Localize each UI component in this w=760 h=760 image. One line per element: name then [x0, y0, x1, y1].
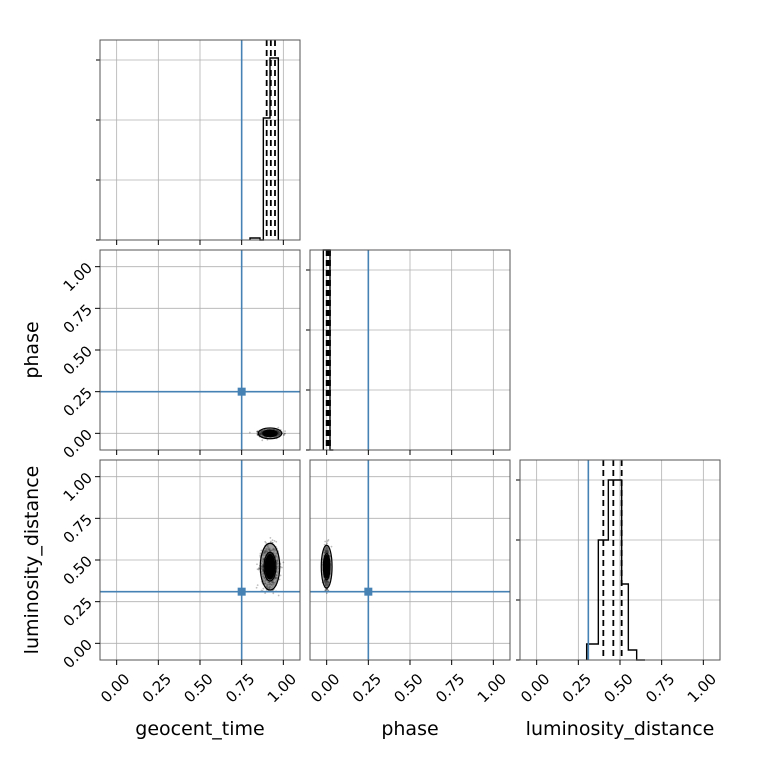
sample-point [264, 592, 267, 595]
sample-point [257, 568, 260, 571]
sample-point [269, 536, 272, 539]
contour-outer [257, 427, 283, 440]
density-core [323, 554, 330, 579]
sample-point [257, 567, 260, 569]
sample-point [259, 554, 262, 557]
density-core [263, 430, 277, 437]
x-tick-label: 0.75 [222, 670, 258, 706]
truth-marker [237, 587, 246, 596]
panel-grid-1-0 [100, 250, 300, 450]
sample-point [256, 584, 259, 586]
sample-point [264, 540, 267, 543]
x-axis-label-geocent_time: geocent_time [135, 718, 264, 740]
x-axis-label-luminosity_distance: luminosity_distance [526, 718, 715, 740]
sample-point [284, 430, 286, 433]
sample-point [256, 430, 259, 433]
sample-point [283, 434, 285, 437]
sample-point [256, 568, 259, 571]
sample-point [273, 539, 276, 542]
sample-point [283, 432, 286, 435]
sample-point [266, 438, 269, 441]
truth-marker [237, 387, 246, 396]
sample-point [330, 545, 333, 548]
y-tick-label: 0.50 [60, 342, 96, 378]
x-axis-label-phase: phase [381, 718, 438, 740]
sample-point [275, 540, 278, 543]
sample-point [327, 539, 330, 541]
y-tick-label: 0.75 [60, 511, 96, 547]
x-tick-label: 0.50 [180, 670, 216, 706]
sample-point [271, 539, 274, 542]
x-tick-label: 0.50 [390, 670, 426, 706]
y-tick-label: 0.25 [60, 594, 96, 630]
panel-grid-1-1 [310, 250, 510, 451]
sample-point [265, 542, 268, 544]
panel-grid-2-1 [310, 460, 510, 660]
sample-point [269, 540, 272, 543]
sample-point [325, 592, 328, 595]
sample-point [326, 540, 329, 542]
y-tick-label: 1.00 [60, 469, 96, 505]
x-tick-label: 0.00 [517, 670, 553, 706]
contour-outer [320, 544, 333, 589]
sample-point [279, 574, 282, 577]
y-tick-label: 0.75 [60, 301, 96, 337]
density-core [264, 553, 276, 580]
x-tick-label: 0.50 [600, 670, 636, 706]
contour-outer [259, 542, 281, 591]
sample-point [277, 594, 280, 597]
sample-point [261, 439, 264, 442]
sample-point [260, 549, 263, 552]
sample-point [255, 586, 258, 589]
x-tick-label: 0.25 [559, 670, 595, 706]
y-tick-label: 0.50 [60, 552, 96, 588]
sample-point [326, 588, 329, 591]
contour-inner [263, 551, 277, 582]
sample-point [282, 561, 285, 564]
sample-point [278, 578, 281, 581]
x-tick-label: 0.25 [139, 670, 175, 706]
sample-point [256, 430, 259, 433]
x-tick-label: 0.00 [307, 670, 343, 706]
sample-point [248, 431, 251, 434]
x-tick-label: 1.00 [264, 670, 300, 706]
sample-point [277, 426, 280, 429]
x-tick-label: 1.00 [684, 670, 720, 706]
x-tick-label: 0.00 [97, 670, 133, 706]
x-tick-label: 1.00 [474, 670, 510, 706]
histogram-geocent_time [249, 57, 280, 241]
truth-marker [364, 587, 373, 596]
sample-point [324, 540, 327, 543]
panel-grid-2-2 [520, 460, 720, 661]
x-tick-label: 0.25 [349, 670, 385, 706]
y-tick-label: 0.00 [60, 426, 96, 462]
sample-point [281, 566, 283, 569]
sample-point [282, 433, 285, 436]
sample-point [324, 588, 327, 591]
y-axis-label-phase: phase [21, 321, 43, 378]
sample-point [326, 542, 328, 545]
sample-point [326, 588, 329, 591]
sample-point [284, 432, 286, 435]
x-tick-label: 0.75 [642, 670, 678, 706]
sample-point [258, 567, 260, 570]
sample-point [323, 543, 326, 546]
sample-point [262, 587, 265, 590]
sample-point [272, 592, 275, 595]
y-tick-label: 1.00 [60, 259, 96, 295]
contour-inner [262, 429, 278, 438]
y-tick-label: 0.25 [60, 384, 96, 420]
x-tick-label: 0.75 [432, 670, 468, 706]
sample-point [324, 589, 327, 591]
sample-point [259, 552, 262, 555]
sample-point [256, 563, 258, 566]
histogram-luminosity_distance [585, 479, 645, 661]
contour-inner [322, 552, 331, 581]
y-tick-label: 0.00 [60, 636, 96, 672]
y-axis-label-luminosity_distance: luminosity_distance [21, 466, 43, 655]
